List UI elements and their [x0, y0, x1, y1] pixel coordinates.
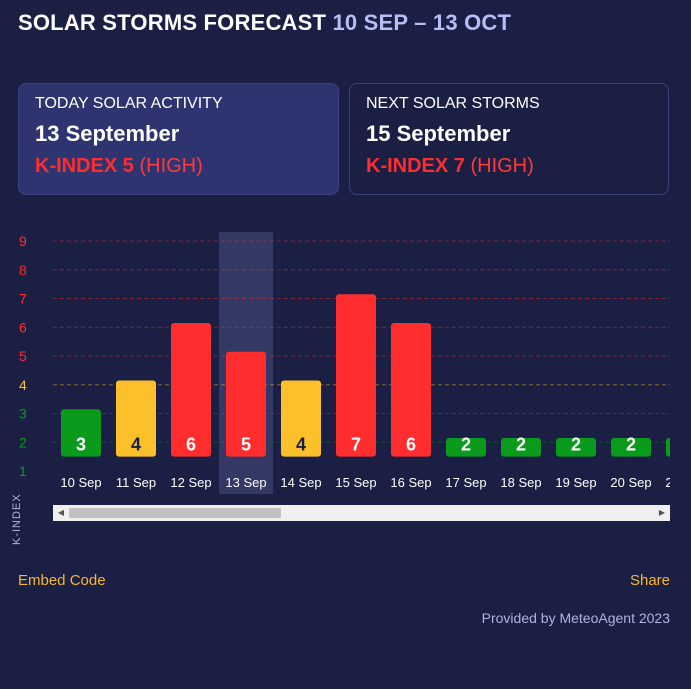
x-tick-label: 21 Sep [665, 475, 691, 490]
bar-value-label: 2 [681, 435, 691, 455]
y-tick-3: 3 [19, 406, 27, 422]
today-date: 13 September [35, 121, 180, 146]
bar-17-sep [446, 437, 486, 457]
bar-value-label: 7 [351, 435, 361, 455]
chart-scrollbar[interactable]: ◀ ▶ [53, 505, 670, 521]
bar-value-label: 6 [406, 435, 416, 455]
bar-19-sep [556, 437, 596, 457]
today-kindex-level: (HIGH) [139, 155, 203, 177]
y-tick-4: 4 [19, 377, 27, 393]
bar-value-label: 3 [76, 435, 86, 455]
y-axis-label: K-INDEX [11, 493, 23, 545]
bar-value-label: 2 [571, 435, 581, 455]
y-tick-8: 8 [19, 262, 27, 278]
bar-21-sep [666, 437, 670, 457]
y-tick-9: 9 [19, 233, 27, 249]
x-tick-label: 19 Sep [555, 475, 596, 490]
today-activity-card: TODAY SOLAR ACTIVITY 13 September K-INDE… [18, 83, 339, 195]
bar-value-label: 5 [241, 435, 251, 455]
provided-by: Provided by MeteoAgent 2023 [481, 610, 670, 626]
x-tick-label: 18 Sep [500, 475, 541, 490]
x-tick-label: 20 Sep [610, 475, 651, 490]
today-kindex: K-INDEX 5 (HIGH) [35, 155, 322, 178]
x-tick-label: 13 Sep [225, 475, 266, 490]
y-tick-1: 1 [19, 463, 27, 479]
bar-10-sep [61, 409, 101, 457]
bar-value-label: 2 [516, 435, 526, 455]
x-tick-label: 14 Sep [280, 475, 321, 490]
x-tick-label: 16 Sep [390, 475, 431, 490]
embed-code-link[interactable]: Embed Code [18, 572, 106, 589]
x-tick-label: 17 Sep [445, 475, 486, 490]
next-label: NEXT SOLAR STORMS [366, 95, 540, 112]
bar-value-label: 4 [131, 435, 141, 455]
x-tick-label: 10 Sep [60, 475, 101, 490]
bar-14-sep [281, 380, 321, 457]
today-kindex-value: K-INDEX 5 [35, 155, 134, 177]
scrollbar-thumb[interactable] [69, 508, 281, 518]
bar-20-sep [611, 437, 651, 457]
bar-value-label: 2 [461, 435, 471, 455]
next-date: 15 September [366, 121, 511, 146]
x-tick-label: 11 Sep [116, 475, 156, 490]
bar-value-label: 2 [626, 435, 636, 455]
bar-value-label: 6 [186, 435, 196, 455]
title-range: 10 SEP – 13 OCT [332, 10, 512, 35]
bar-11-sep [116, 380, 156, 457]
x-tick-label: 15 Sep [335, 475, 376, 490]
scroll-left-icon[interactable]: ◀ [57, 508, 65, 517]
next-kindex: K-INDEX 7 (HIGH) [366, 155, 652, 178]
bar-15-sep [336, 294, 376, 457]
bar-16-sep [391, 322, 431, 457]
next-kindex-value: K-INDEX 7 [366, 155, 465, 177]
y-tick-6: 6 [19, 319, 27, 335]
today-label: TODAY SOLAR ACTIVITY [35, 95, 223, 112]
bar-13-sep [226, 351, 266, 457]
scroll-right-icon[interactable]: ▶ [658, 508, 666, 517]
page-title: SOLAR STORMS FORECAST 10 SEP – 13 OCT [18, 10, 511, 36]
next-storms-card: NEXT SOLAR STORMS 15 September K-INDEX 7… [349, 83, 669, 195]
y-tick-5: 5 [19, 348, 27, 364]
bars-group: 3 10 Sep 4 11 Sep 6 12 Sep 5 13 Sep 4 14 Sep 7 15 S… [60, 294, 691, 490]
bar-12-sep [171, 322, 211, 457]
next-kindex-level: (HIGH) [470, 155, 534, 177]
y-tick-7: 7 [19, 291, 27, 307]
y-tick-2: 2 [19, 434, 27, 450]
bar-18-sep [501, 437, 541, 457]
share-link[interactable]: Share [629, 572, 670, 589]
bar-value-label: 4 [296, 435, 306, 455]
x-tick-label: 12 Sep [170, 475, 211, 490]
title-text: SOLAR STORMS FORECAST [18, 10, 327, 35]
